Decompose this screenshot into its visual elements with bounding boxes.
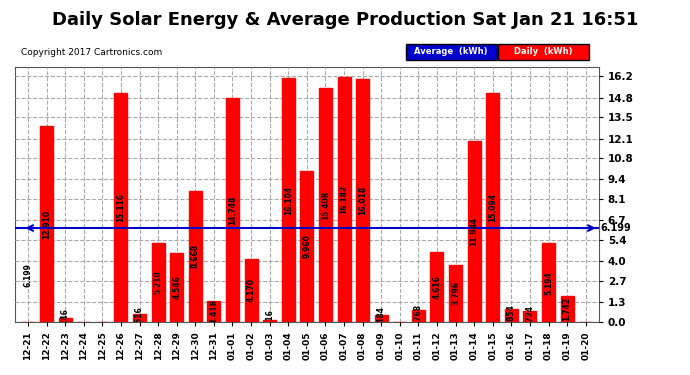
Bar xyxy=(375,315,388,322)
Bar xyxy=(319,88,332,322)
Text: 4.546: 4.546 xyxy=(172,276,181,300)
FancyBboxPatch shape xyxy=(406,44,497,60)
Text: 6.199: 6.199 xyxy=(23,263,32,287)
Bar xyxy=(152,243,165,322)
Text: 0.854: 0.854 xyxy=(507,304,516,327)
Bar xyxy=(115,93,128,322)
Text: 4.170: 4.170 xyxy=(246,279,255,303)
Bar xyxy=(263,320,276,322)
Text: 14.748: 14.748 xyxy=(228,195,237,225)
Bar xyxy=(542,243,555,322)
Bar xyxy=(170,253,184,322)
Bar xyxy=(282,78,295,322)
Text: 0.484: 0.484 xyxy=(377,306,386,330)
Bar xyxy=(189,190,201,322)
Text: 0.516: 0.516 xyxy=(135,306,144,330)
Bar xyxy=(560,296,573,322)
Text: Average  (kWh): Average (kWh) xyxy=(414,48,488,57)
Text: 5.210: 5.210 xyxy=(154,271,163,294)
Text: 0.116: 0.116 xyxy=(265,309,274,333)
Bar xyxy=(431,252,444,322)
Text: Copyright 2017 Cartronics.com: Copyright 2017 Cartronics.com xyxy=(21,48,162,57)
Text: 11.944: 11.944 xyxy=(470,217,479,246)
Text: 15.116: 15.116 xyxy=(117,193,126,222)
Bar xyxy=(356,79,369,322)
FancyBboxPatch shape xyxy=(498,44,589,60)
Text: 16.018: 16.018 xyxy=(358,186,367,215)
Bar xyxy=(337,76,351,322)
Text: Daily Solar Energy & Average Production Sat Jan 21 16:51: Daily Solar Energy & Average Production … xyxy=(52,11,638,29)
Text: 4.616: 4.616 xyxy=(433,275,442,299)
Text: 5.194: 5.194 xyxy=(544,271,553,295)
Text: 1.418: 1.418 xyxy=(209,299,219,323)
Text: Daily  (kWh): Daily (kWh) xyxy=(514,48,573,57)
Text: 1.742: 1.742 xyxy=(562,297,571,321)
Bar xyxy=(133,314,146,322)
Text: 0.768: 0.768 xyxy=(414,304,423,328)
Bar xyxy=(468,141,481,322)
Text: 9.960: 9.960 xyxy=(302,235,311,258)
Bar xyxy=(505,309,518,322)
Text: 16.104: 16.104 xyxy=(284,185,293,214)
Text: 15.408: 15.408 xyxy=(321,190,330,220)
Bar xyxy=(226,98,239,322)
Bar xyxy=(40,126,53,322)
Bar xyxy=(412,310,425,322)
Text: 3.796: 3.796 xyxy=(451,281,460,305)
Text: 16.182: 16.182 xyxy=(339,185,348,214)
Bar xyxy=(486,93,500,322)
Text: 6.199: 6.199 xyxy=(600,223,631,233)
Bar xyxy=(524,311,536,322)
Text: 0.246: 0.246 xyxy=(61,308,70,332)
Text: 12.910: 12.910 xyxy=(42,210,51,239)
Text: 0.724: 0.724 xyxy=(525,304,535,328)
Bar xyxy=(449,264,462,322)
Text: 8.668: 8.668 xyxy=(191,244,200,268)
Bar xyxy=(244,259,257,322)
Bar xyxy=(208,301,220,322)
Bar xyxy=(300,171,313,322)
Bar xyxy=(59,318,72,322)
Text: 15.094: 15.094 xyxy=(489,193,497,222)
